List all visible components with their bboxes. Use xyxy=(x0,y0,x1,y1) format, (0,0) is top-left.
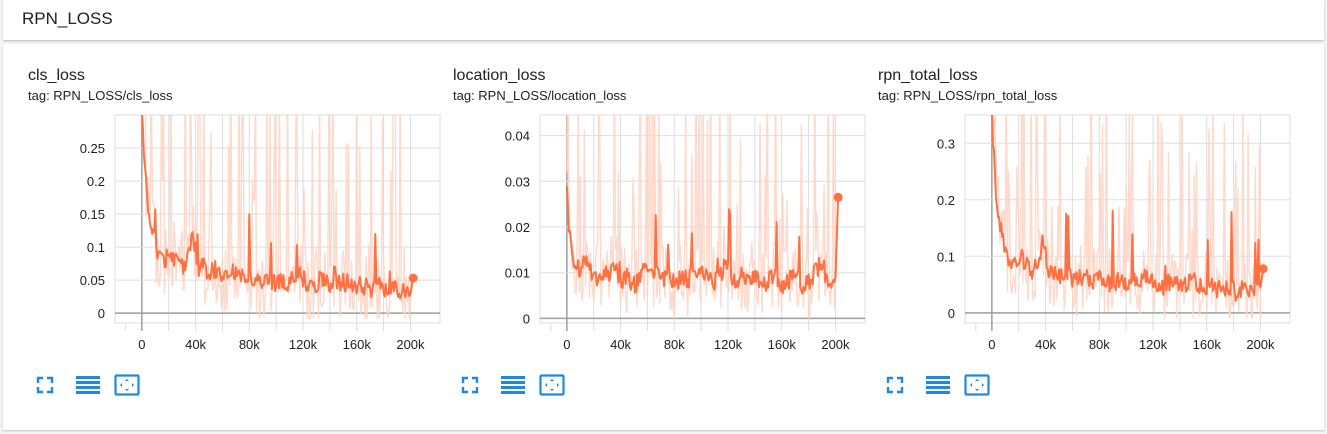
x-tick-label: 40k xyxy=(610,337,631,352)
y-tick-label: 0.02 xyxy=(505,220,530,235)
series-group xyxy=(141,115,415,320)
y-tick-label: 0.3 xyxy=(937,136,955,151)
chart-plot-rpn-total-loss[interactable]: 0 40k 80k 120k 160k 200k 0 0.1 0.2 0.3 xyxy=(853,44,1291,374)
x-tick-label: 80k xyxy=(239,337,260,352)
fullscreen-icon xyxy=(886,376,904,394)
x-tick-label: 200k xyxy=(1246,337,1275,352)
fit-domain-icon xyxy=(964,374,990,396)
y-tick-label: 0.15 xyxy=(80,207,105,222)
x-tick-label: 80k xyxy=(664,337,685,352)
x-tick-label: 200k xyxy=(821,337,850,352)
x-tick-label: 0 xyxy=(563,337,570,352)
chart-tag: tag: RPN_LOSS/rpn_total_loss xyxy=(878,88,1058,103)
log-scale-icon xyxy=(76,376,100,394)
y-tick-label: 0.04 xyxy=(505,129,530,144)
fit-domain-icon xyxy=(539,374,565,396)
y-tick-label: 0.05 xyxy=(80,273,105,288)
series-group xyxy=(991,115,1265,319)
group-title: RPN_LOSS xyxy=(22,9,113,28)
raw-series-line xyxy=(144,115,412,320)
fullscreen-button[interactable] xyxy=(882,372,908,398)
y-tick-label: 0 xyxy=(523,311,530,326)
x-tick-label: 160k xyxy=(1193,337,1222,352)
series-group xyxy=(565,115,840,321)
fit-domain-button[interactable] xyxy=(964,372,990,398)
last-point-marker xyxy=(408,273,418,283)
plot-frame xyxy=(964,114,1291,324)
x-tick-label: 80k xyxy=(1089,337,1110,352)
y-tick-label: 0.2 xyxy=(937,193,955,208)
cards-area: cls_loss tag: RPN_LOSS/cls_loss 0 40k 80k 1… xyxy=(3,44,1324,430)
smoothed-series-line xyxy=(141,115,415,300)
log-scale-icon xyxy=(501,376,525,394)
group-header[interactable]: RPN_LOSS xyxy=(3,0,1324,40)
smoothed-series-line xyxy=(565,186,840,295)
x-tick-label: 160k xyxy=(768,337,797,352)
x-tick-label: 120k xyxy=(1139,337,1168,352)
chart-tag: tag: RPN_LOSS/cls_loss xyxy=(28,88,173,103)
chart-plot-cls-loss[interactable]: 0 40k 80k 120k 160k 200k 0 0.05 0.1 0.15 0.2 0.25 xyxy=(3,44,441,374)
chart-title: rpn_total_loss xyxy=(878,67,978,84)
last-point-marker xyxy=(1258,264,1268,274)
x-tick-label: 40k xyxy=(185,337,206,352)
fullscreen-button[interactable] xyxy=(32,372,58,398)
chart-title: location_loss xyxy=(453,67,546,84)
x-tick-label: 0 xyxy=(988,337,995,352)
y-tick-label: 0.2 xyxy=(87,174,105,189)
raw-series-line xyxy=(566,115,837,321)
smoothed-series-line xyxy=(991,115,1265,302)
chart-title: cls_loss xyxy=(28,67,85,84)
chart-card-rpn-total-loss: rpn_total_loss tag: RPN_LOSS/rpn_total_l… xyxy=(853,44,1291,424)
y-tick-label: 0 xyxy=(98,306,105,321)
raw-series-line xyxy=(992,115,1262,319)
chart-plot-location-loss[interactable]: 0 40k 80k 120k 160k 200k 0 0.01 0.02 0.03 0.04 xyxy=(428,44,866,374)
fullscreen-button[interactable] xyxy=(457,372,483,398)
y-tick-label: 0.1 xyxy=(937,249,955,264)
x-tick-label: 120k xyxy=(289,337,318,352)
log-scale-icon xyxy=(926,376,950,394)
log-scale-button[interactable] xyxy=(500,372,526,398)
fit-domain-button[interactable] xyxy=(114,372,140,398)
y-tick-label: 0.1 xyxy=(87,240,105,255)
x-tick-label: 40k xyxy=(1035,337,1056,352)
last-point-marker xyxy=(833,192,843,202)
fullscreen-icon xyxy=(36,376,54,394)
chart-card-location-loss: location_loss tag: RPN_LOSS/location_los… xyxy=(428,44,866,424)
log-scale-button[interactable] xyxy=(925,372,951,398)
y-tick-label: 0.01 xyxy=(505,266,530,281)
fit-domain-button[interactable] xyxy=(539,372,565,398)
x-tick-label: 200k xyxy=(396,337,425,352)
plot-frame xyxy=(114,114,441,324)
y-tick-label: 0.25 xyxy=(80,141,105,156)
chart-card-cls-loss: cls_loss tag: RPN_LOSS/cls_loss 0 40k 80k 1… xyxy=(3,44,441,424)
y-tick-label: 0 xyxy=(948,306,955,321)
x-tick-label: 0 xyxy=(138,337,145,352)
x-tick-label: 120k xyxy=(714,337,743,352)
chart-tag: tag: RPN_LOSS/location_loss xyxy=(453,88,627,103)
log-scale-button[interactable] xyxy=(75,372,101,398)
fullscreen-icon xyxy=(461,376,479,394)
x-tick-label: 160k xyxy=(343,337,372,352)
fit-domain-icon xyxy=(114,374,140,396)
y-tick-label: 0.03 xyxy=(505,174,530,189)
